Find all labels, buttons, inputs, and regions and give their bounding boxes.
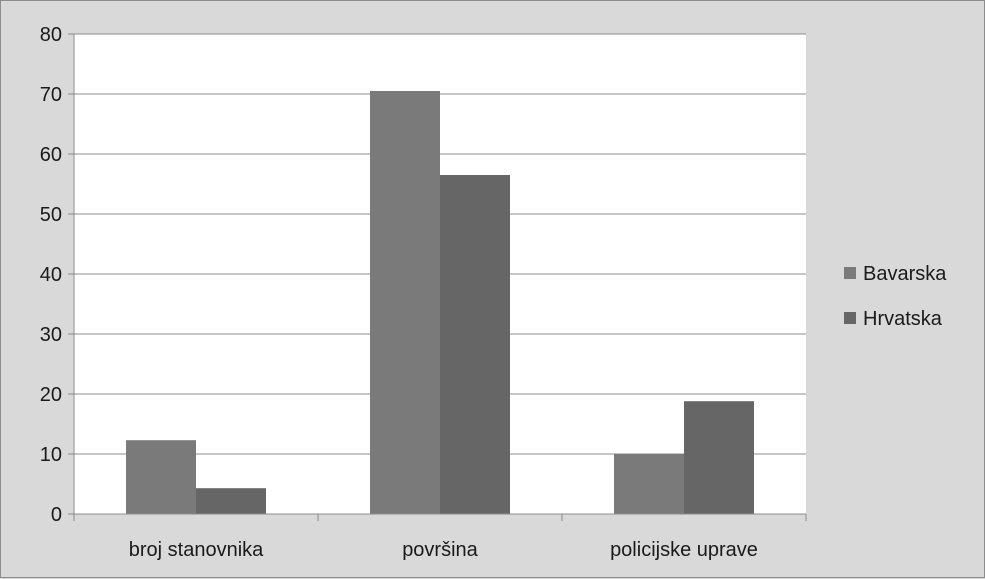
x-category-labels: broj stanovnika površina policijske uprave [129,539,758,561]
y-tick-label: 20 [40,384,62,406]
legend-label-hrvatska: Hrvatska [863,308,943,330]
bar-hrvatska-3 [684,401,754,514]
y-tick-label: 0 [51,504,62,526]
y-tick-label: 30 [40,324,62,346]
legend: Bavarska Hrvatska [844,263,947,330]
y-tick-label: 10 [40,444,62,466]
y-tick-labels: 0 10 20 30 40 50 60 70 80 [40,24,62,526]
bar-bavarska-2 [370,91,440,514]
bar-hrvatska-1 [196,488,266,514]
bars [126,91,754,514]
x-category-label: policijske uprave [610,539,758,561]
legend-swatch-hrvatska [844,312,856,324]
x-category-label: broj stanovnika [129,539,264,561]
bar-bavarska-1 [126,440,196,514]
legend-swatch-bavarska [844,267,856,279]
axes [73,34,807,521]
y-tick-label: 80 [40,24,62,46]
x-category-label: površina [402,539,478,561]
y-tick-label: 40 [40,264,62,286]
y-tick-label: 70 [40,84,62,106]
legend-label-bavarska: Bavarska [863,263,947,285]
y-tick-label: 60 [40,144,62,166]
bar-hrvatska-2 [440,175,510,514]
bar-bavarska-3 [614,454,684,514]
y-tick-label: 50 [40,204,62,226]
